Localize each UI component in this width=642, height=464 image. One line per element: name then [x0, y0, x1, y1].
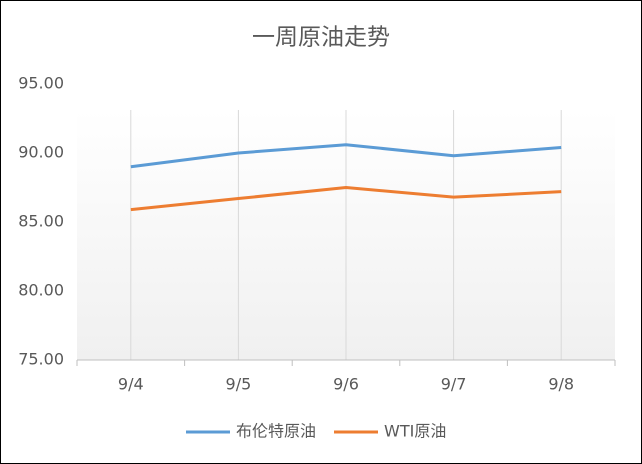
x-tick-label: 9/7 — [441, 375, 467, 394]
legend-label: 布伦特原油 — [236, 422, 316, 441]
y-tick-label: 80.00 — [18, 281, 64, 300]
chart-title: 一周原油走势 — [252, 25, 390, 51]
x-tick-label: 9/4 — [118, 375, 144, 394]
y-tick-label: 85.00 — [18, 212, 64, 231]
x-tick-label: 9/8 — [548, 375, 574, 394]
y-tick-label: 95.00 — [18, 74, 64, 93]
x-tick-label: 9/6 — [333, 375, 359, 394]
series-line — [130, 186, 562, 212]
series-line — [130, 143, 562, 169]
y-tick-label: 90.00 — [18, 143, 64, 162]
y-tick-label: 75.00 — [18, 350, 64, 369]
x-tick-label: 9/5 — [226, 375, 252, 394]
legend-label: WTI原油 — [384, 422, 446, 441]
